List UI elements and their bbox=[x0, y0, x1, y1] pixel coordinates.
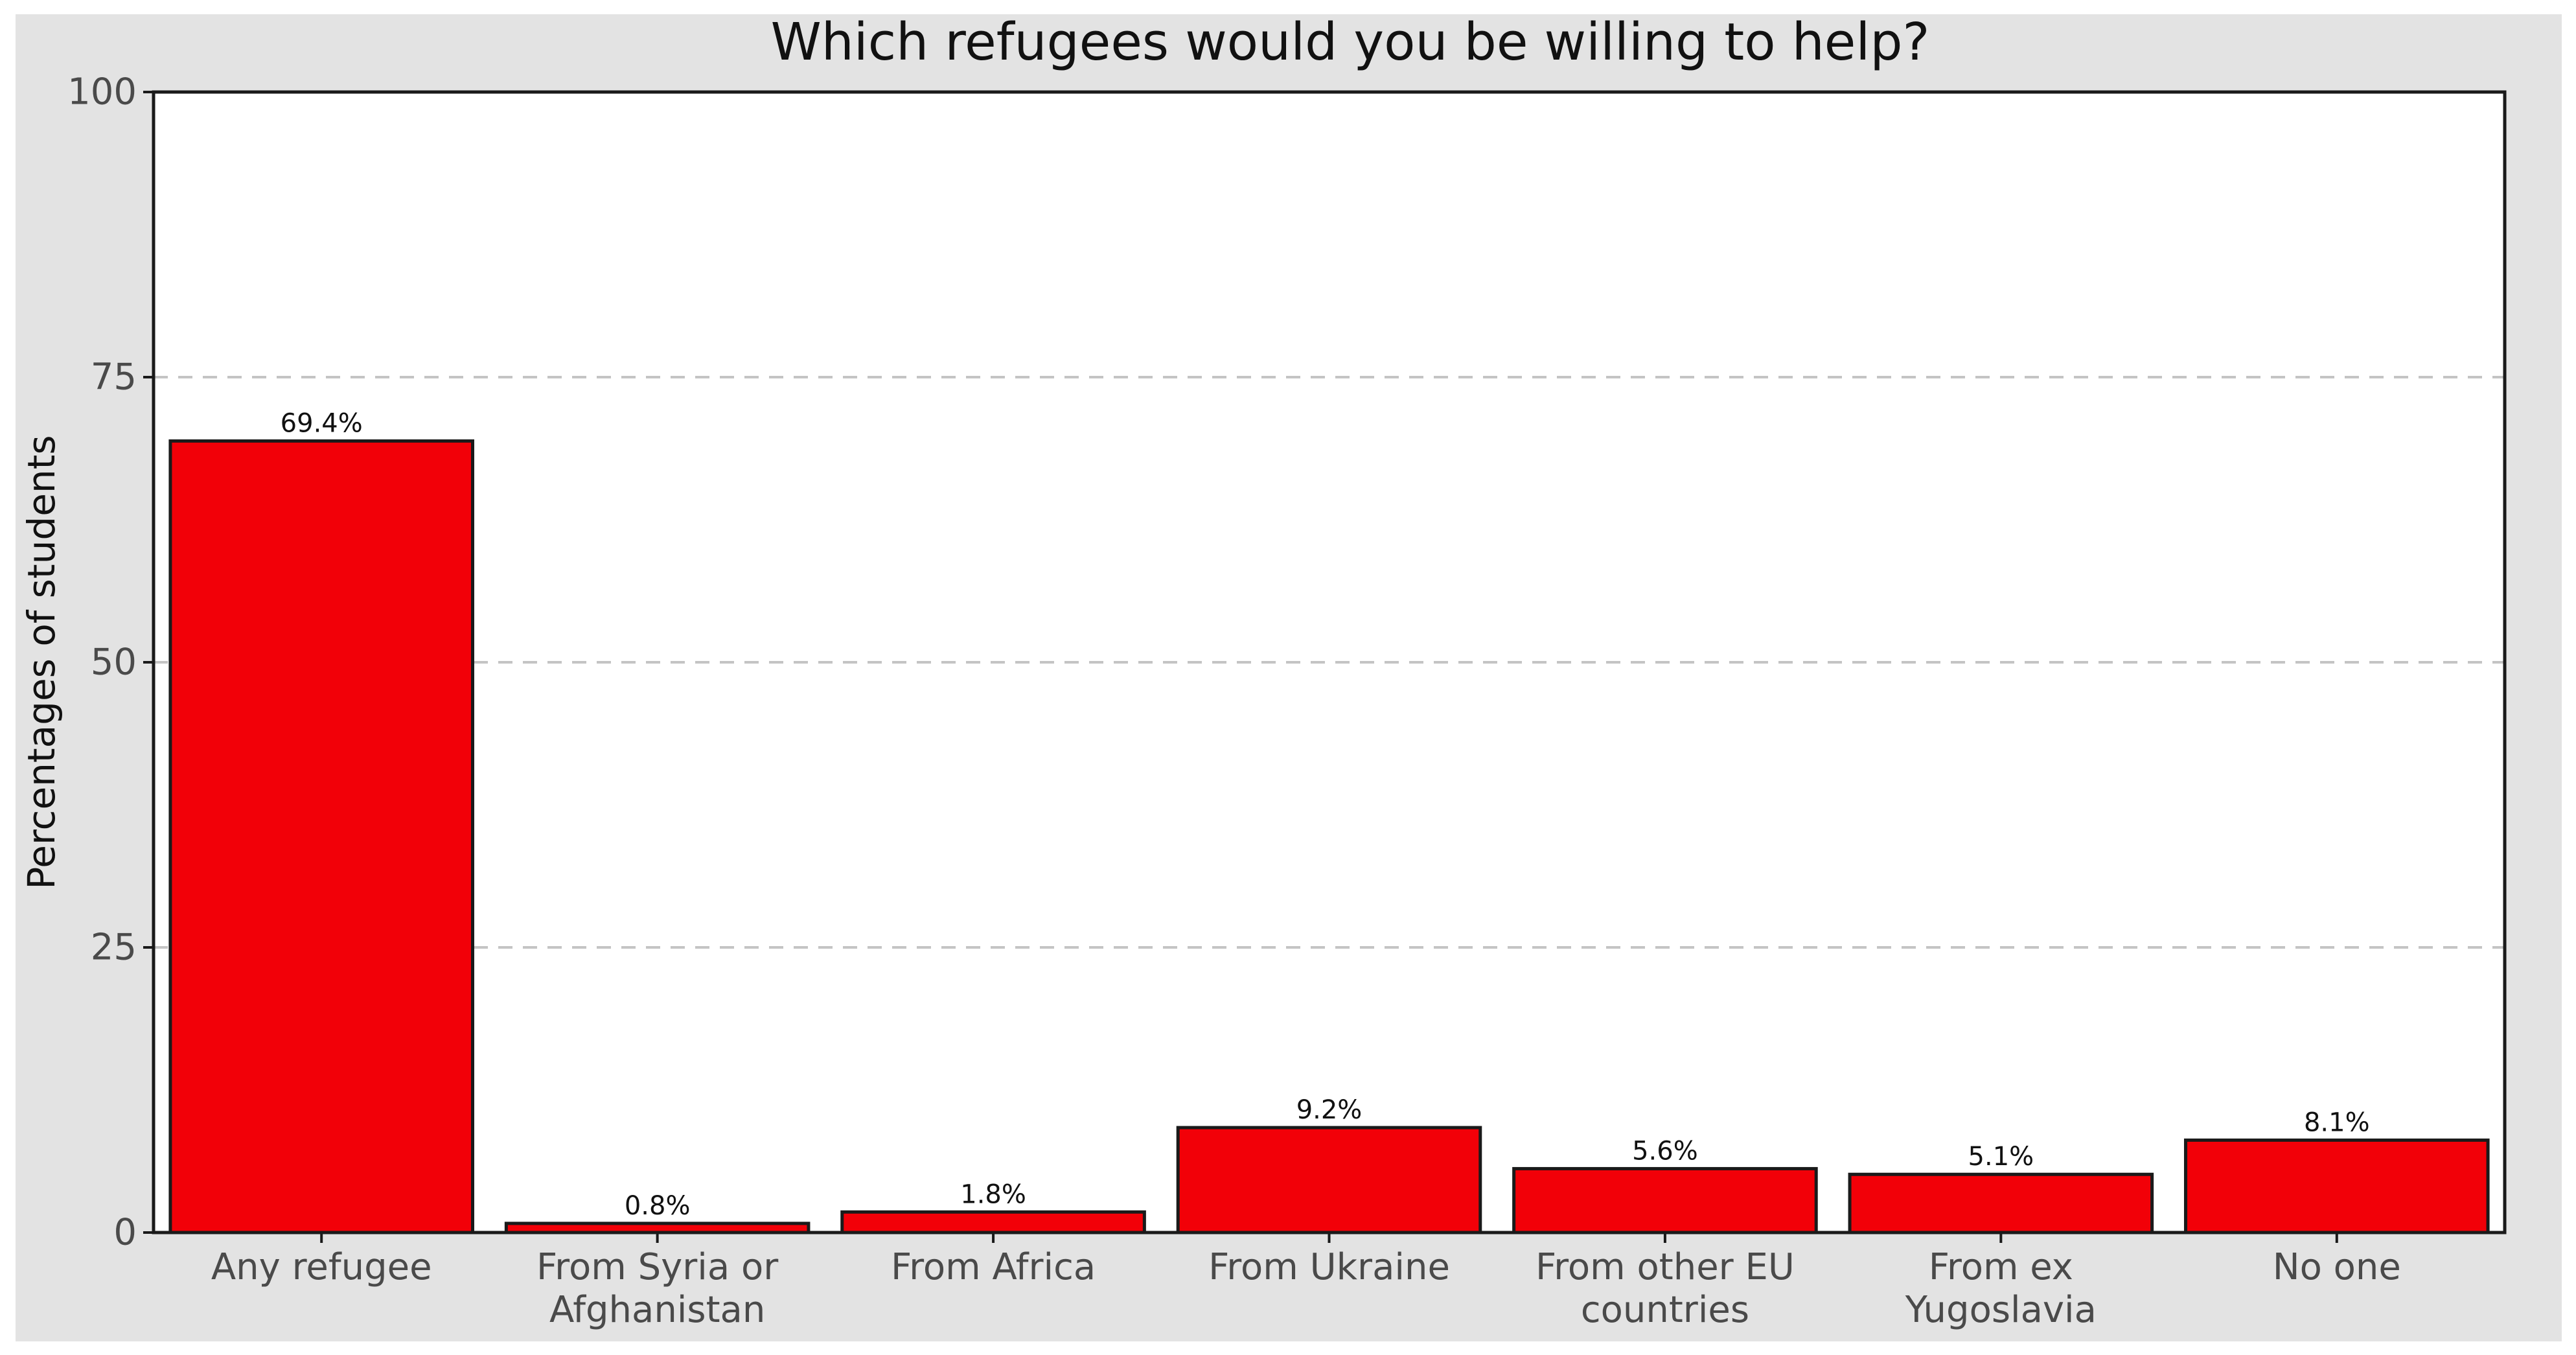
bar-value-label: 69.4% bbox=[281, 409, 363, 439]
bar-value-label: 1.8% bbox=[960, 1179, 1026, 1209]
bar-value-label: 8.1% bbox=[2304, 1107, 2370, 1137]
y-tick-label: 25 bbox=[91, 927, 137, 969]
y-axis: 0 25 50 75 100 bbox=[67, 71, 154, 1254]
bar-value-label: 5.6% bbox=[1632, 1136, 1698, 1166]
x-tick-label: From other EU countries bbox=[1535, 1246, 1795, 1331]
bar bbox=[1848, 1172, 2154, 1234]
bars bbox=[168, 439, 2490, 1234]
x-axis: Any refugee From Syria or AfghanistanFrom … bbox=[211, 1233, 2401, 1331]
x-tick-label: Any refugee bbox=[211, 1246, 432, 1288]
plot-panel bbox=[154, 92, 2505, 1233]
y-tick-label: 50 bbox=[91, 642, 137, 684]
x-tick-label-line: From other EU bbox=[1535, 1246, 1795, 1288]
x-tick-label: No one bbox=[2273, 1246, 2401, 1288]
bar-value-label: 9.2% bbox=[1296, 1095, 1363, 1125]
x-tick-label-line: Any refugee bbox=[211, 1246, 432, 1288]
bar bbox=[1512, 1166, 1818, 1234]
bar-value-label: 5.1% bbox=[1968, 1142, 2034, 1172]
x-tick-label: From Ukraine bbox=[1208, 1246, 1450, 1288]
x-tick-label-line: countries bbox=[1581, 1289, 1749, 1331]
y-axis-title: Percentages of students bbox=[19, 435, 63, 889]
y-tick-label: 75 bbox=[91, 356, 137, 399]
x-tick-label: From Syria or Afghanistan bbox=[536, 1246, 779, 1331]
y-tick-label: 0 bbox=[113, 1212, 137, 1254]
x-tick-label-line: From Ukraine bbox=[1208, 1246, 1450, 1288]
value-labels: 69.4% 0.8% 1.8% 9.2% 5.6% 5.1% 8.1% bbox=[281, 409, 2370, 1221]
bar bbox=[1176, 1126, 1482, 1234]
bar bbox=[168, 439, 475, 1234]
bar bbox=[2183, 1138, 2490, 1234]
bar-value-label: 0.8% bbox=[625, 1191, 691, 1221]
y-tick-label: 100 bbox=[67, 71, 137, 113]
x-tick-label-line: Yugoslavia bbox=[1905, 1289, 2097, 1331]
x-tick-label: From ex Yugoslavia bbox=[1905, 1246, 2097, 1331]
x-tick-label-line: No one bbox=[2273, 1246, 2401, 1288]
chart-title: Which refugees would you be willing to h… bbox=[771, 12, 1930, 72]
x-tick-label-line: Afghanistan bbox=[549, 1289, 765, 1331]
x-tick-label: From Africa bbox=[891, 1246, 1096, 1288]
x-tick-label-line: From Africa bbox=[891, 1246, 1096, 1288]
x-tick-label-line: From ex bbox=[1929, 1246, 2073, 1288]
bar bbox=[840, 1210, 1146, 1234]
x-tick-label-line: From Syria or bbox=[536, 1246, 779, 1288]
